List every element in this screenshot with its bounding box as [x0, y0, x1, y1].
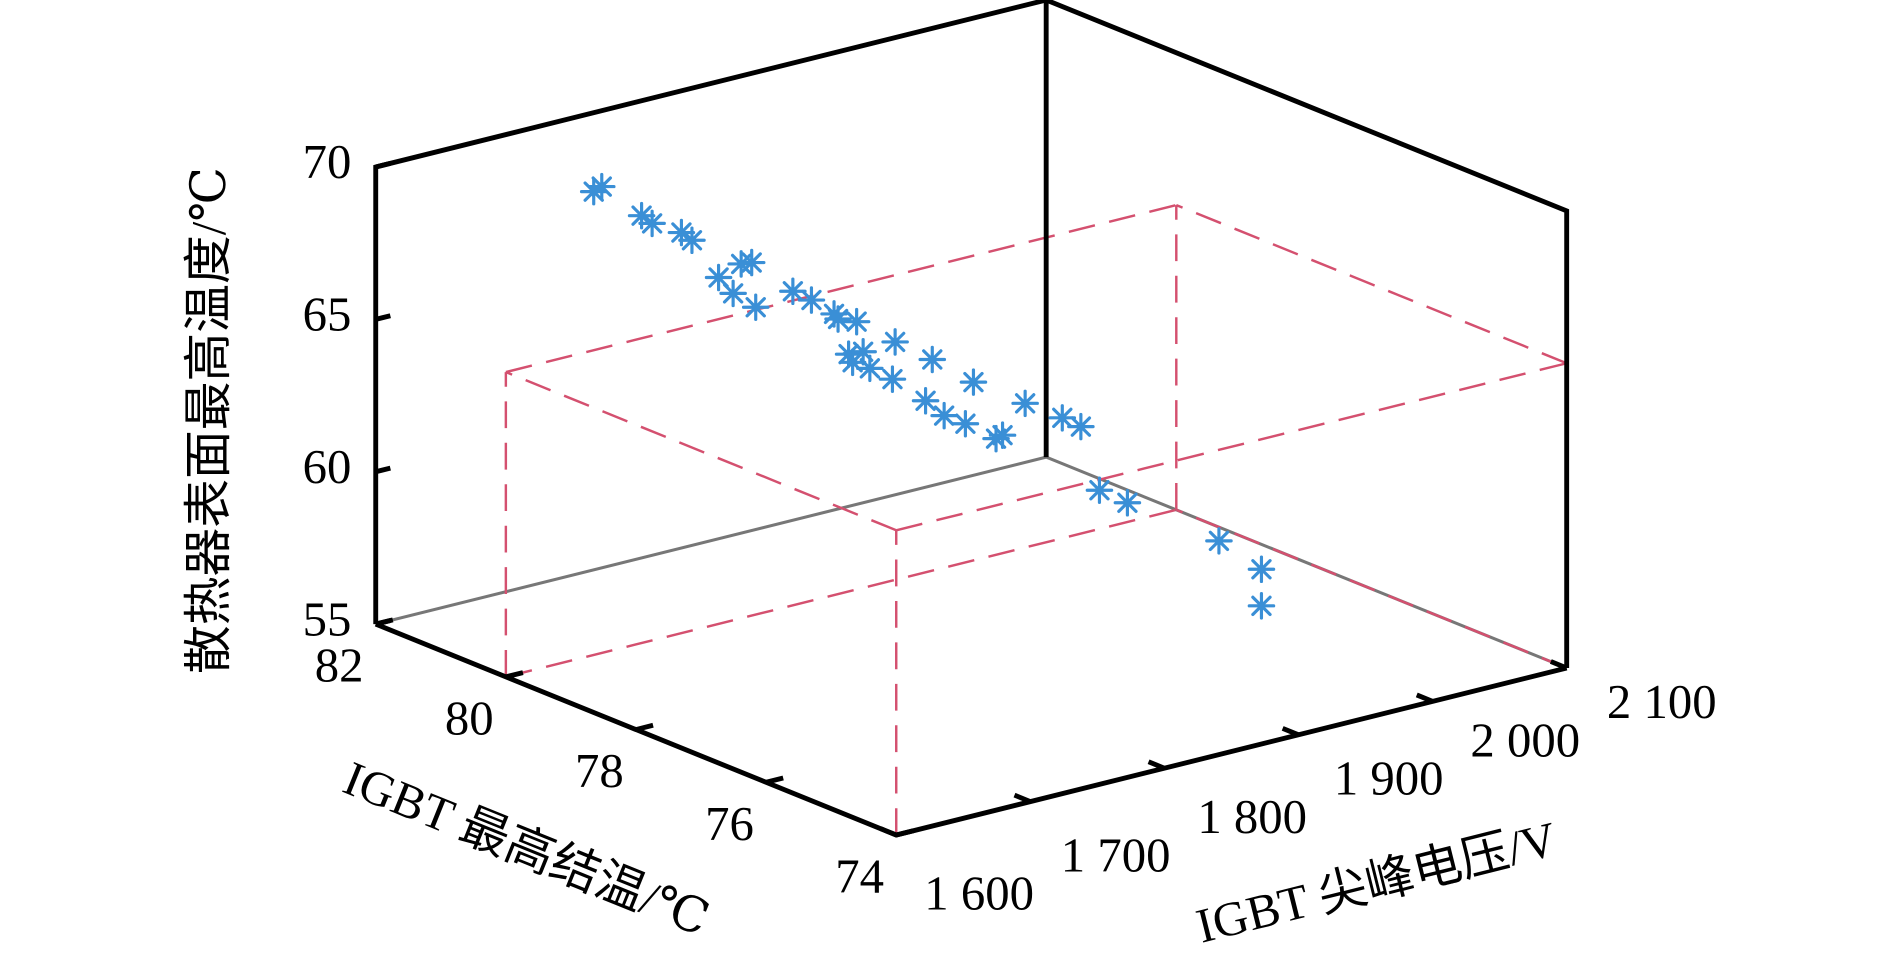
point [881, 328, 909, 356]
point [842, 307, 871, 336]
y-tick [375, 617, 394, 627]
x-tick [1281, 726, 1300, 738]
point [1247, 592, 1276, 620]
y-tick-label: 82 [315, 639, 364, 693]
point [856, 354, 884, 383]
point [959, 368, 988, 396]
point [918, 345, 947, 374]
point [1113, 488, 1142, 517]
point [1247, 555, 1276, 584]
x-tick [879, 826, 898, 838]
floor-edge [375, 455, 1568, 670]
reference-box-edge [1175, 508, 1568, 670]
point [911, 386, 940, 415]
point [741, 293, 770, 322]
z-tick-label: 55 [303, 592, 352, 646]
z-tick-label: 70 [303, 135, 352, 189]
point [704, 263, 733, 292]
reference-box-edge [505, 370, 897, 532]
point [579, 177, 608, 206]
z-tick [375, 160, 391, 170]
point [951, 409, 980, 438]
frame-edge [373, 0, 1570, 669]
point [779, 277, 807, 306]
x-tick-label: 2 000 [1470, 713, 1580, 767]
point [1011, 389, 1039, 418]
reference-box-edge [505, 203, 1177, 374]
x-tick [1147, 759, 1166, 771]
z-tick-label: 65 [303, 288, 352, 342]
point [1048, 404, 1077, 432]
point [678, 226, 706, 255]
x-tick [1549, 659, 1568, 671]
point [1067, 412, 1095, 441]
reference-box-edge [895, 362, 1567, 532]
point [834, 340, 863, 368]
y-tick [505, 670, 524, 680]
y-tick [765, 775, 784, 785]
x-tick [1415, 692, 1434, 704]
x-tick-label: 1 600 [924, 867, 1034, 921]
z-tick-label: 60 [303, 440, 352, 494]
point [719, 279, 747, 308]
z-axis-title: 散热器表面最高温度/℃ [182, 167, 236, 674]
point [797, 286, 826, 314]
y-tick [635, 722, 654, 732]
y-tick-label: 74 [835, 850, 884, 904]
point [1085, 476, 1114, 505]
y-axis-title: IGBT 最高结温/℃ [336, 751, 716, 946]
point [982, 424, 1010, 453]
y-tick-label: 76 [705, 797, 754, 851]
point [667, 218, 696, 247]
point [1205, 527, 1233, 555]
x-tick-label: 1 900 [1334, 752, 1444, 806]
point [849, 337, 877, 366]
point [930, 401, 958, 430]
reference-box-edge [505, 508, 1177, 679]
z-tick [375, 465, 391, 475]
z-tick [375, 313, 391, 322]
point [988, 421, 1017, 449]
point [824, 305, 852, 333]
point [878, 365, 907, 393]
y-tick [895, 828, 914, 838]
point [737, 248, 766, 277]
point [587, 172, 616, 201]
point [838, 348, 867, 377]
x-tick-label: 1 800 [1197, 790, 1307, 844]
reference-box-edge [1175, 203, 1568, 365]
x-tick [1013, 792, 1032, 804]
point [638, 209, 666, 238]
y-tick-label: 80 [445, 691, 494, 745]
x-tick-label: 2 100 [1607, 675, 1717, 729]
x-tick-label: 1 700 [1061, 828, 1171, 882]
point [627, 201, 656, 230]
y-tick-label: 78 [575, 744, 624, 798]
